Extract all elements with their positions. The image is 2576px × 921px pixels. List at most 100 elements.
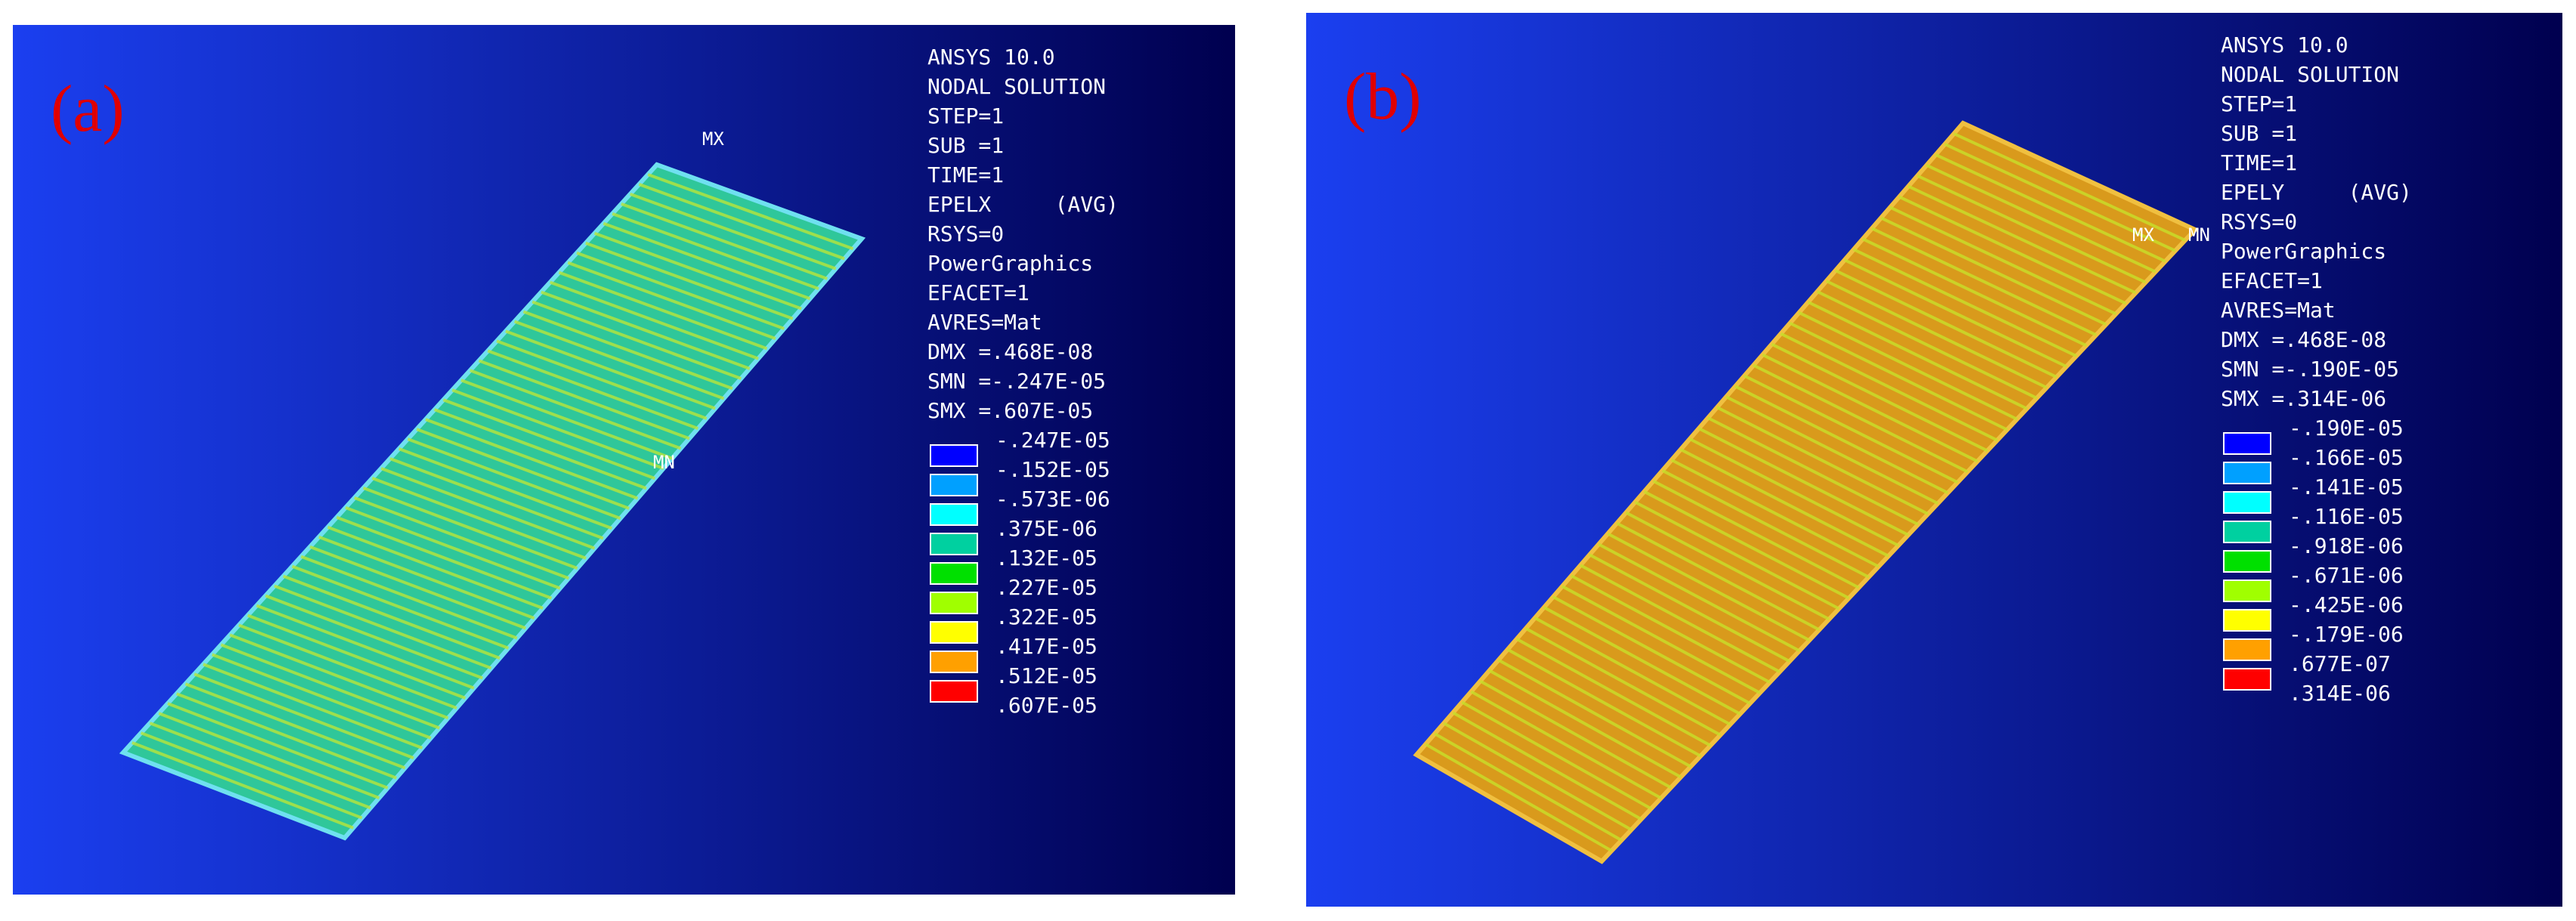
model-rib: [1652, 479, 1860, 589]
legend-value: -.116E-05: [2289, 504, 2404, 529]
model-rib: [291, 564, 509, 650]
model-rib: [1825, 280, 2048, 389]
model-rib: [1834, 269, 2057, 379]
model-rib: [1607, 532, 1810, 642]
info-line: SMX =.314E-06: [2221, 386, 2386, 411]
info-line: DMX =.468E-08: [2221, 327, 2386, 352]
model-rib: [1743, 374, 1958, 484]
model-rib: [585, 241, 794, 320]
model-rib: [630, 193, 837, 270]
model-rib: [1561, 585, 1761, 694]
info-line: EPELX (AVG): [927, 192, 1119, 217]
legend-value: .322E-05: [995, 604, 1098, 629]
info-line: SMN =-.247E-05: [927, 369, 1106, 394]
legend-value: -.918E-06: [2289, 533, 2404, 558]
info-line: ANSYS 10.0: [927, 45, 1055, 70]
model-rib: [1953, 132, 2186, 242]
model-rib: [1497, 658, 1692, 768]
model-rib: [478, 359, 690, 440]
model-rib: [1907, 184, 2137, 295]
info-line: SMN =-.190E-05: [2221, 357, 2399, 382]
model-rib: [1534, 617, 1732, 726]
model-rib: [496, 339, 707, 420]
model-rib: [1443, 722, 1633, 831]
model-rib: [416, 428, 630, 510]
model-rib: [158, 712, 380, 800]
model-rib: [1880, 216, 2107, 326]
model-rib: [300, 555, 518, 640]
model-rib: [336, 515, 553, 600]
model-rib: [132, 741, 355, 830]
legend-swatch: [2223, 579, 2271, 602]
legend-value: -.152E-05: [995, 457, 1110, 482]
legend-swatch: [930, 592, 978, 614]
model-rib: [229, 633, 449, 720]
model-rib: [469, 369, 682, 450]
info-line: RSYS=0: [2221, 209, 2297, 234]
model-rib: [460, 379, 673, 460]
model-rib: [1734, 385, 1949, 495]
info-line: SUB =1: [927, 133, 1004, 158]
legend-swatch: [2223, 521, 2271, 543]
model-rib: [1570, 574, 1771, 684]
info-line: EFACET=1: [927, 280, 1029, 305]
model-rib: [1889, 206, 2117, 316]
model-rib: [184, 682, 406, 770]
model-rib: [1634, 500, 1840, 610]
model-rib: [389, 457, 604, 540]
model-rib: [1807, 301, 2028, 410]
model-rib: [621, 202, 828, 280]
model-rib: [1589, 553, 1791, 663]
model-rib: [1452, 711, 1643, 821]
legend-value: -.190E-05: [2289, 416, 2404, 440]
model-rib: [1689, 437, 1899, 547]
legend-value: .607E-05: [995, 693, 1098, 718]
legend-value: -.166E-05: [2289, 445, 2404, 470]
legend-value: .132E-05: [995, 545, 1098, 570]
info-line: EFACET=1: [2221, 268, 2323, 293]
model-rib: [1488, 669, 1682, 779]
model-rib: [1579, 564, 1781, 673]
model-rib: [1752, 363, 1968, 474]
model-rib: [149, 722, 371, 810]
info-line: DMX =.468E-08: [927, 339, 1093, 364]
legend-swatch: [930, 680, 978, 703]
model-rib: [505, 329, 716, 410]
model-rib: [1461, 700, 1652, 811]
legend-swatch: [930, 651, 978, 673]
model-rib: [602, 221, 811, 301]
info-line: STEP=1: [927, 104, 1004, 128]
legend-value: -.141E-05: [2289, 474, 2404, 499]
info-line: EPELY (AVG): [2221, 180, 2412, 205]
model-rib: [407, 437, 621, 520]
info-line: NODAL SOLUTION: [2221, 62, 2399, 87]
info-line: NODAL SOLUTION: [927, 74, 1106, 99]
model-rib: [1916, 174, 2147, 284]
panel: (b) ANSYS 10.0 NODAL SOLUTION STEP=1 SUB =1 T…: [1306, 13, 2562, 907]
model-rib: [434, 408, 647, 490]
legend-swatch: [930, 474, 978, 496]
model-rib: [1680, 448, 1890, 558]
model-rib: [1925, 163, 2156, 274]
model-rib: [1425, 743, 1613, 852]
model-rib: [1898, 195, 2127, 305]
model-rib: [487, 349, 699, 430]
model-rib: [1762, 353, 1979, 463]
model-rib: [1725, 395, 1939, 505]
model-rib: [1661, 469, 1870, 579]
model-rib: [140, 731, 363, 820]
model-rib: [1780, 332, 1999, 442]
legend-value: .227E-05: [995, 575, 1098, 600]
marker-label: MN: [653, 452, 675, 473]
model-rib: [1871, 227, 2098, 337]
model-rib: [1616, 521, 1820, 632]
info-line: TIME=1: [2221, 150, 2297, 175]
legend-swatch: [930, 503, 978, 526]
info-line: STEP=1: [2221, 91, 2297, 116]
model-rib: [1434, 732, 1623, 842]
model-rib: [362, 487, 578, 570]
model-rib: [354, 496, 570, 580]
model-rib: [1798, 311, 2018, 421]
legend-swatch: [2223, 550, 2271, 573]
